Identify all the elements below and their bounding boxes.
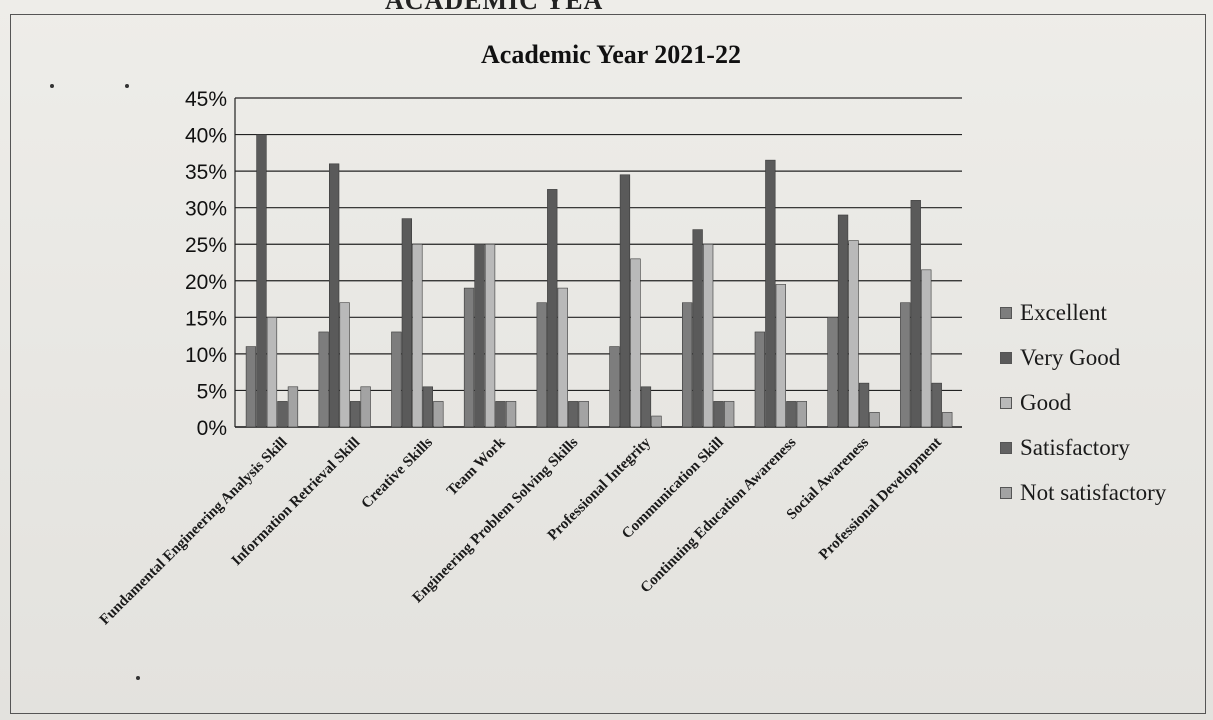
bar [848, 240, 859, 428]
bar [692, 229, 703, 428]
legend-item: Excellent [1000, 290, 1166, 335]
bar [702, 243, 714, 428]
y-tick-label: 30% [185, 198, 227, 221]
bar [360, 386, 371, 428]
bar [754, 331, 765, 428]
y-tick-label: 45% [185, 88, 227, 111]
bar [391, 331, 402, 428]
legend-label: Very Good [1020, 344, 1121, 370]
bar [557, 287, 568, 428]
legend-swatch [1000, 486, 1012, 499]
bar [328, 163, 340, 428]
chart-frame [10, 14, 1206, 714]
bar [630, 258, 641, 428]
x-tick-label: Team Work [444, 434, 509, 499]
bar [765, 159, 776, 428]
bar [942, 412, 953, 428]
bar [827, 317, 838, 428]
x-tick-label: Continuing Education Awareness [638, 434, 800, 596]
bar [474, 243, 485, 428]
bar [609, 346, 620, 428]
bar [339, 302, 350, 428]
bar [619, 174, 631, 428]
bar [287, 386, 299, 428]
legend-swatch [1000, 441, 1012, 454]
bar [433, 401, 444, 428]
legend-label: Good [1020, 389, 1072, 415]
bar [547, 189, 558, 428]
bar [858, 382, 870, 428]
legend-swatch [1000, 396, 1012, 409]
bar [796, 401, 807, 428]
x-tick-label: Professional Development [816, 435, 945, 564]
bar [713, 401, 724, 428]
speck [125, 84, 129, 88]
bar [681, 302, 693, 428]
chart-legend: Excellent Very Good Good Satisfactory Not sa… [1000, 290, 1166, 515]
y-tick-label: 40% [185, 125, 227, 148]
bar [318, 331, 329, 428]
legend-item: Not satisfactory [1000, 470, 1166, 515]
bar [266, 317, 278, 428]
bar [869, 412, 880, 428]
bar [245, 346, 257, 428]
bar [931, 382, 942, 428]
legend-label: Not satisfactory [1020, 479, 1167, 505]
bar [786, 401, 797, 428]
legend-item: Good [1000, 380, 1166, 425]
y-tick-label: 0% [197, 417, 227, 440]
x-tick-label: Information Retrieval Skill [229, 435, 363, 569]
bar [463, 287, 475, 428]
bar [422, 386, 433, 428]
chart-title: Academic Year 2021-22 [481, 40, 741, 69]
y-tick-label: 5% [197, 380, 227, 403]
bar [900, 302, 911, 428]
legend-item: Very Good [1000, 335, 1166, 380]
bar [256, 134, 267, 428]
bar [723, 401, 735, 428]
bar [568, 401, 579, 428]
bar [495, 401, 506, 428]
legend-item: Satisfactory [1000, 425, 1166, 470]
legend-swatch [1000, 351, 1012, 364]
bar [651, 415, 662, 428]
bar [921, 269, 932, 428]
bar [484, 243, 496, 428]
bar [640, 386, 652, 428]
speck [50, 84, 54, 88]
bar [910, 200, 921, 428]
legend-swatch [1000, 306, 1012, 319]
y-tick-label: 25% [185, 234, 227, 257]
y-tick-label: 15% [185, 307, 227, 330]
speck [136, 676, 140, 680]
bar [349, 401, 361, 428]
bar [578, 401, 589, 428]
bar [401, 218, 412, 428]
bar [536, 302, 547, 428]
page-heading-fragment: ACADEMIC YEA [385, 0, 604, 15]
bar [837, 214, 849, 428]
x-tick-label: Creative Skills [359, 434, 437, 512]
bar [505, 401, 517, 428]
legend-label: Satisfactory [1020, 434, 1130, 460]
y-tick-label: 35% [185, 161, 227, 184]
y-tick-label: 10% [185, 344, 227, 367]
bar [775, 284, 786, 428]
legend-label: Excellent [1020, 299, 1107, 325]
y-tick-label: 20% [185, 271, 227, 294]
bar [412, 243, 423, 428]
bar [277, 401, 288, 428]
